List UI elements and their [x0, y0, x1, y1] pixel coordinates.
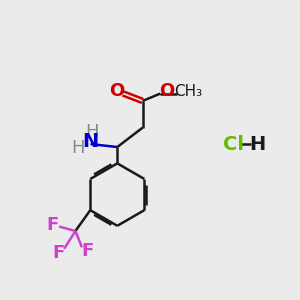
Text: F: F — [46, 216, 59, 234]
Text: H: H — [85, 123, 99, 141]
Text: O: O — [159, 82, 175, 100]
Text: N: N — [82, 132, 99, 151]
Text: H: H — [71, 139, 85, 157]
Text: O: O — [109, 82, 124, 100]
Text: H: H — [250, 135, 266, 154]
Text: F: F — [52, 244, 65, 262]
Text: Cl: Cl — [223, 135, 244, 154]
Text: CH₃: CH₃ — [174, 84, 202, 99]
Text: F: F — [81, 242, 93, 260]
